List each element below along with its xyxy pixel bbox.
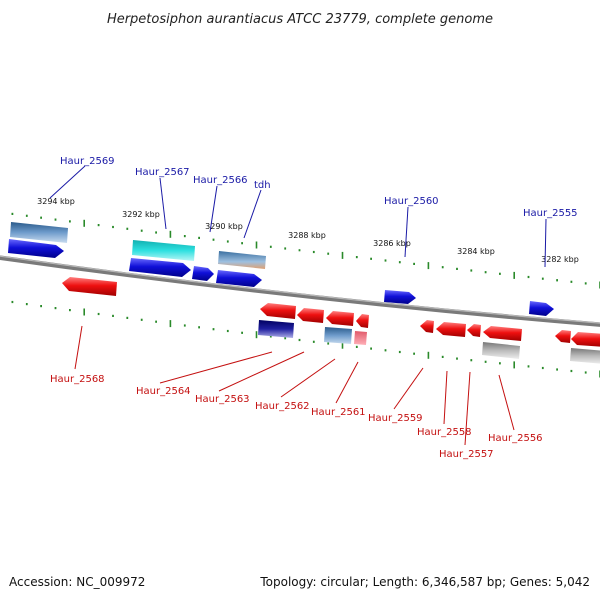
gene-block[interactable] bbox=[354, 331, 367, 345]
gene-arrow[interactable] bbox=[483, 326, 522, 341]
top-gene-labels: Haur_2569 Haur_2567 Haur_2566 tdh Haur_2… bbox=[60, 156, 578, 219]
scale-label: 3286 kbp bbox=[373, 239, 411, 248]
scale-label: 3294 kbp bbox=[37, 197, 75, 206]
gene-arrow[interactable] bbox=[216, 270, 262, 287]
gene-arrow[interactable] bbox=[8, 239, 64, 258]
gene-arrow[interactable] bbox=[356, 314, 369, 328]
scale-label: 3288 kbp bbox=[288, 231, 326, 240]
gene-arrow[interactable] bbox=[129, 258, 191, 277]
gene-label[interactable]: Haur_2566 bbox=[193, 175, 248, 186]
topology-text: Topology: circular; Length: 6,346,587 bp… bbox=[259, 575, 590, 589]
gene-block[interactable] bbox=[218, 251, 266, 269]
gene-block[interactable] bbox=[132, 240, 195, 261]
gene-arrow[interactable] bbox=[467, 324, 481, 337]
top-leader-lines bbox=[49, 165, 547, 268]
gene-arrow[interactable] bbox=[436, 322, 466, 337]
gene-label[interactable]: Haur_2555 bbox=[523, 208, 578, 219]
bottom-leader-lines bbox=[74, 325, 515, 446]
scale-ticks-inner bbox=[11, 300, 600, 378]
scale-label: 3282 kbp bbox=[541, 255, 579, 264]
gene-arrow[interactable] bbox=[260, 303, 296, 319]
gene-label[interactable]: Haur_2557 bbox=[439, 449, 494, 460]
gene-label[interactable]: Haur_2561 bbox=[311, 407, 366, 418]
gene-label[interactable]: Haur_2558 bbox=[417, 427, 472, 438]
gene-arrow[interactable] bbox=[326, 311, 354, 326]
gene-arrow[interactable] bbox=[555, 330, 571, 343]
genome-backbone bbox=[0, 255, 600, 327]
scale-label: 3284 kbp bbox=[457, 247, 495, 256]
bottom-gene-labels: Haur_2568 Haur_2564 Haur_2563 Haur_2562 … bbox=[50, 374, 543, 460]
gene-arrow[interactable] bbox=[192, 266, 214, 281]
genome-backbone-highlight bbox=[0, 255, 600, 324]
accession-text: Accession: NC_009972 bbox=[9, 575, 145, 589]
scale-label: 3290 kbp bbox=[205, 222, 243, 231]
gene-label[interactable]: Haur_2563 bbox=[195, 394, 250, 405]
gene-label[interactable]: Haur_2568 bbox=[50, 374, 105, 385]
gene-block[interactable] bbox=[258, 320, 294, 338]
gene-label[interactable]: Haur_2564 bbox=[136, 386, 191, 397]
gene-label[interactable]: Haur_2556 bbox=[488, 433, 543, 444]
gene-block[interactable] bbox=[324, 327, 352, 344]
forward-strand-features bbox=[8, 222, 554, 316]
gene-block[interactable] bbox=[10, 222, 68, 243]
scale-label: 3292 kbp bbox=[122, 210, 160, 219]
scale-labels: 3294 kbp 3292 kbp 3290 kbp 3288 kbp 3286… bbox=[37, 197, 579, 264]
gene-label[interactable]: Haur_2560 bbox=[384, 196, 439, 207]
gene-arrow[interactable] bbox=[384, 290, 416, 304]
gene-arrow[interactable] bbox=[62, 277, 117, 296]
gene-arrow[interactable] bbox=[420, 320, 434, 333]
gene-arrow[interactable] bbox=[529, 301, 554, 316]
gene-block[interactable] bbox=[570, 348, 600, 364]
scale-ticks-outer bbox=[11, 212, 600, 289]
gene-label[interactable]: Haur_2567 bbox=[135, 167, 190, 178]
gene-block[interactable] bbox=[482, 342, 520, 359]
gene-label[interactable]: tdh bbox=[254, 180, 271, 191]
gene-label[interactable]: Haur_2562 bbox=[255, 401, 310, 412]
gene-label[interactable]: Haur_2559 bbox=[368, 413, 423, 424]
gene-arrow[interactable] bbox=[297, 308, 324, 323]
gene-arrow[interactable] bbox=[571, 332, 600, 347]
genome-title: Herpetosiphon aurantiacus ATCC 23779, co… bbox=[107, 12, 493, 27]
gene-label[interactable]: Haur_2569 bbox=[60, 156, 115, 167]
reverse-strand-features bbox=[62, 277, 600, 364]
